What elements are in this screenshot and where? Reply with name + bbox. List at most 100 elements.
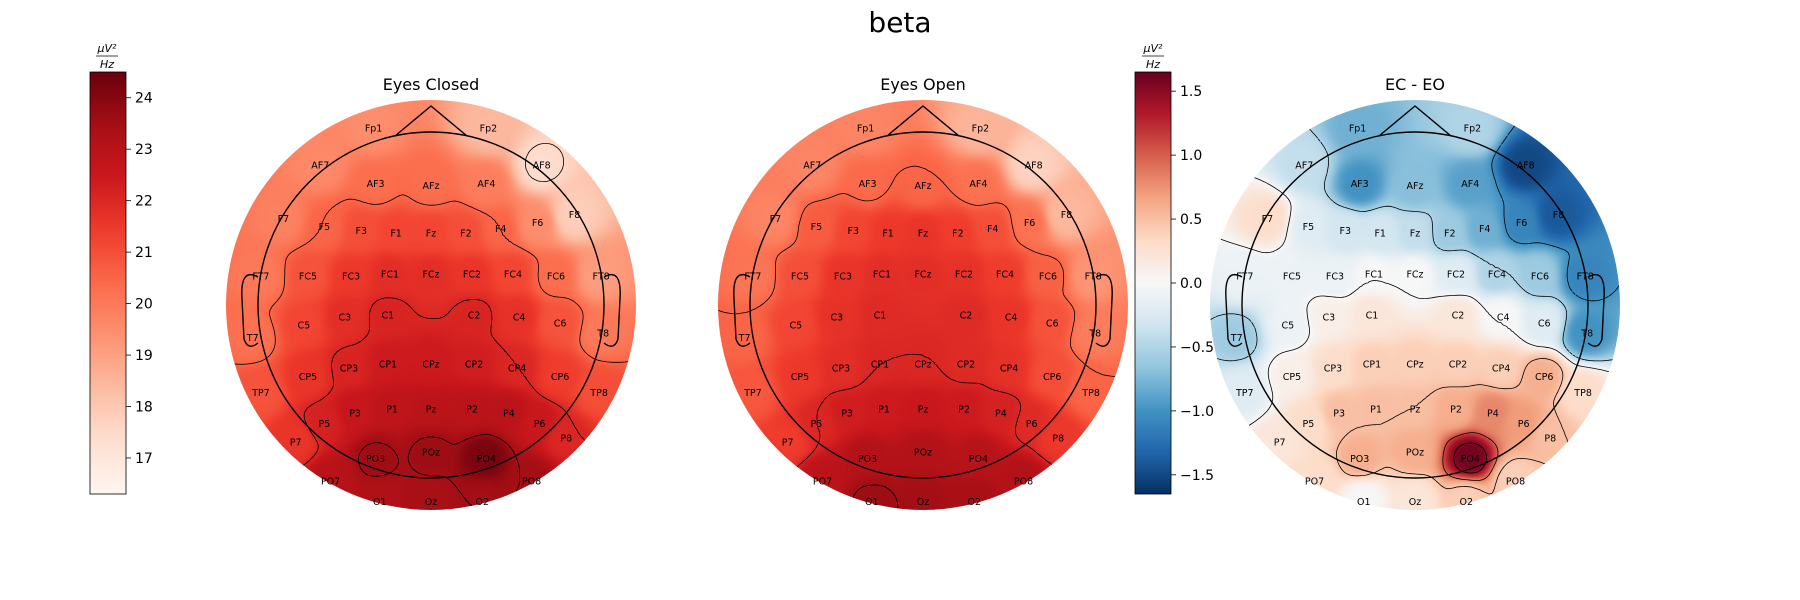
electrode-label: O2 (968, 497, 982, 508)
electrode-label: CPz (422, 359, 439, 370)
electrode-label: Pz (426, 405, 437, 416)
nose-outline (394, 105, 468, 137)
panel-title-eyes-open: Eyes Open (880, 75, 966, 94)
electrode-label: C4 (513, 312, 526, 323)
electrode-label: F2 (460, 228, 472, 239)
electrode-label: AF8 (533, 161, 551, 172)
contour-line (718, 165, 1128, 378)
electrode-label: POz (914, 448, 932, 459)
electrode-label: Oz (1409, 497, 1421, 508)
electrode-label: POz (1406, 448, 1424, 459)
electrode-label: CP3 (1324, 364, 1342, 375)
electrode-label: PO7 (1305, 476, 1324, 487)
electrode-label: Fp1 (1349, 124, 1367, 135)
topomap-heat-field (226, 100, 636, 510)
electrode-label: O1 (373, 497, 387, 508)
electrode-label: P5 (319, 419, 331, 430)
electrode-label: CP5 (299, 372, 317, 383)
electrode-label: CP3 (340, 364, 358, 375)
electrode-label: T8 (1580, 329, 1593, 340)
electrode-label: FT7 (252, 271, 269, 282)
electrode-label: FC2 (463, 269, 481, 280)
nose-outline (1378, 105, 1452, 137)
electrode-label: C1 (1366, 310, 1379, 321)
electrode-label: TP8 (1081, 388, 1100, 399)
electrode-label: F2 (952, 228, 964, 239)
electrode-label: FCz (422, 269, 439, 280)
electrode-label: F7 (1262, 214, 1274, 225)
electrode-label: C2 (468, 310, 481, 321)
electrode-label: T7 (246, 333, 259, 344)
electrode-label: F7 (770, 214, 782, 225)
contour-line (226, 194, 636, 365)
electrode-label: TP7 (743, 388, 762, 399)
electrode-label: Oz (917, 497, 929, 508)
electrode-label: CP4 (1492, 364, 1510, 375)
electrode-label: CP1 (379, 359, 397, 370)
colorbar-tick-label: −1.5 (1180, 468, 1214, 484)
right-ear-outline (1095, 273, 1113, 347)
colorbar-left-unit-numerator: μV² (97, 42, 118, 55)
electrode-label: FC2 (955, 269, 973, 280)
electrode-label: FC4 (996, 269, 1014, 280)
electrode-label: FC5 (791, 271, 809, 282)
electrode-label: C3 (339, 312, 352, 323)
electrode-label: AF4 (1461, 179, 1479, 190)
electrode-label: F6 (532, 218, 544, 229)
electrode-label: AF8 (1025, 161, 1043, 172)
electrode-label: FC6 (1531, 271, 1549, 282)
topomap-ec-minus-eo: EC - EO Fp1 Fp2 AF7 AF3 AFz AF4 AF8 F7 F5 F3 F1 Fz F… (1210, 75, 1620, 510)
electrode-label: F6 (1516, 218, 1528, 229)
electrode-label: AF7 (803, 161, 821, 172)
electrode-label: CP6 (551, 372, 569, 383)
right-ear-outline (1587, 273, 1605, 347)
electrode-label: F3 (1340, 226, 1352, 237)
electrode-label: P7 (290, 437, 302, 448)
colorbar-left: μV² Hz 17 18 19 20 21 22 23 24 (89, 42, 153, 495)
electrode-label: T8 (596, 329, 609, 340)
contour-line (1442, 432, 1499, 481)
electrode-label: F1 (390, 228, 402, 239)
electrode-label: C6 (1538, 318, 1551, 329)
electrode-label: O1 (1357, 497, 1371, 508)
electrode-label: Pz (918, 405, 929, 416)
electrode-label: F1 (882, 228, 894, 239)
electrode-label: PO7 (813, 476, 832, 487)
head-outline (257, 131, 605, 479)
electrode-label: PO4 (1461, 454, 1480, 465)
electrode-label: O2 (1460, 497, 1474, 508)
electrode-label: CP6 (1043, 372, 1061, 383)
electrode-label: AF7 (1295, 161, 1313, 172)
colorbar-tick-label: 24 (135, 91, 153, 107)
electrode-label: F8 (1553, 210, 1565, 221)
electrode-label: Oz (425, 497, 437, 508)
electrode-label: Fp1 (365, 124, 383, 135)
electrode-label: C6 (1046, 318, 1059, 329)
electrode-label: P6 (1026, 419, 1038, 430)
electrode-label: C6 (554, 318, 567, 329)
topomap-eyes-closed: Eyes Closed Fp1 Fp2 AF7 AF3 AFz AF4 AF8 F7 F5 F3 F… (226, 75, 636, 510)
electrode-label: P3 (1333, 409, 1345, 420)
electrode-label: P1 (1370, 405, 1382, 416)
electrode-label: AF3 (859, 179, 877, 190)
electrode-label: F8 (1061, 210, 1073, 221)
electrode-label: Fp2 (1464, 124, 1482, 135)
colorbar-tick-label: −0.5 (1180, 340, 1214, 356)
electrode-label: AF3 (367, 179, 385, 190)
electrode-label: C1 (382, 310, 395, 321)
topomap-eyes-open: Eyes Open Fp1 Fp2 AF7 AF3 AFz AF4 AF8 F7 F5 F3 F1 F… (718, 75, 1128, 510)
contour-line (525, 143, 564, 182)
electrode-label: P4 (503, 409, 515, 420)
electrode-label: CP1 (871, 359, 889, 370)
colorbar-tick-label: 1.5 (1180, 84, 1202, 100)
electrode-label: O2 (476, 497, 490, 508)
colorbar-tick-label: 0.5 (1180, 212, 1202, 228)
electrode-label: FC3 (342, 271, 360, 282)
electrode-label: AFz (915, 181, 932, 192)
colorbar-tick-label: 18 (135, 400, 153, 416)
figure-title: beta (868, 6, 931, 39)
electrode-label: FC1 (1365, 269, 1383, 280)
electrode-label: P3 (841, 409, 853, 420)
electrode-label: AF8 (1517, 161, 1535, 172)
electrode-label: P6 (534, 419, 546, 430)
